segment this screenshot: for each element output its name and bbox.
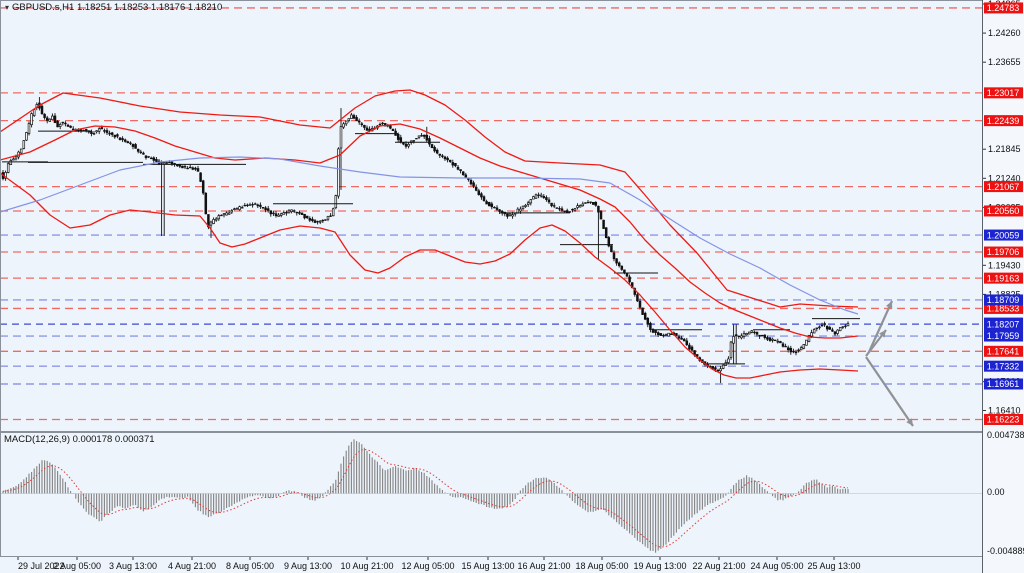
svg-text:1.18207: 1.18207 — [987, 319, 1020, 329]
symbol-marker-icon: ▾ — [5, 3, 10, 12]
time-tick-label: 18 Aug 05:00 — [575, 561, 628, 571]
price-tag-blue: 1.17332 — [984, 360, 1023, 372]
arrow-head-up — [879, 330, 886, 338]
chart-title: GBPUSD.s,H1 1.18251 1.18253 1.18176 1.18… — [12, 2, 223, 13]
forecast-arrows — [865, 300, 914, 427]
time-tick-label: 15 Aug 13:00 — [461, 561, 514, 571]
price-tag-red: 1.20560 — [984, 205, 1023, 217]
svg-text:1.16961: 1.16961 — [987, 379, 1020, 389]
current-price-tag: 1.18207 — [984, 317, 1023, 331]
time-tick-label: 25 Aug 13:00 — [807, 561, 860, 571]
arrow-head-down — [906, 418, 913, 426]
svg-text:1.21067: 1.21067 — [987, 182, 1020, 192]
price-tag-red: 1.22439 — [984, 115, 1023, 127]
price-tag-red: 1.19163 — [984, 272, 1023, 284]
svg-text:1.17332: 1.17332 — [987, 361, 1020, 371]
svg-text:1.20059: 1.20059 — [987, 230, 1020, 240]
svg-text:1.23017: 1.23017 — [987, 88, 1020, 98]
time-tick-label: 9 Aug 13:00 — [284, 561, 332, 571]
price-tick-label: 1.23655 — [988, 57, 1021, 67]
svg-text:1.24783: 1.24783 — [987, 3, 1020, 13]
swing-level-segments — [2, 130, 860, 365]
macd-indicator-label: MACD(12,26,9) 0.000178 0.000371 — [4, 434, 155, 445]
macd-signal-line — [2, 448, 849, 548]
time-tick-label: 2 Aug 05:00 — [53, 561, 101, 571]
time-tick-label: 22 Aug 21:00 — [692, 561, 745, 571]
price-tag-blue: 1.17959 — [984, 330, 1023, 342]
svg-text:1.18533: 1.18533 — [987, 304, 1020, 314]
bollinger-lower-band — [0, 172, 859, 379]
bollinger-middle-band — [0, 123, 859, 339]
time-tick-label: 4 Aug 21:00 — [168, 561, 216, 571]
time-tick-label: 16 Aug 21:00 — [517, 561, 570, 571]
price-tag-red: 1.24783 — [984, 2, 1023, 14]
price-tick-label: 1.24260 — [988, 28, 1021, 38]
time-tick-label: 19 Aug 13:00 — [633, 561, 686, 571]
pane-frames — [0, 0, 983, 573]
price-tag-blue: 1.16961 — [984, 378, 1023, 390]
macd-axis-max: 0.004738 — [987, 430, 1024, 440]
chart-header: ▾ GBPUSD.s,H1 1.18251 1.18253 1.18176 1.1… — [5, 2, 222, 13]
price-tag-red: 1.19706 — [984, 246, 1023, 258]
svg-text:1.19706: 1.19706 — [987, 247, 1020, 257]
svg-text:1.18709: 1.18709 — [987, 295, 1020, 305]
price-tag-red: 1.17641 — [984, 345, 1023, 357]
moving-average-line — [0, 156, 859, 315]
svg-text:1.16223: 1.16223 — [987, 415, 1020, 425]
price-tag-red: 1.18533 — [984, 302, 1023, 314]
bollinger-upper-band — [0, 89, 859, 308]
svg-text:1.19163: 1.19163 — [987, 273, 1020, 283]
svg-text:1.17959: 1.17959 — [987, 331, 1020, 341]
svg-text:1.17641: 1.17641 — [987, 347, 1020, 357]
indicator-curves — [0, 89, 859, 379]
price-axis: 1.248651.242601.236551.218451.212401.206… — [983, 0, 1023, 425]
svg-text:1.20560: 1.20560 — [987, 206, 1020, 216]
price-tick-label: 1.21240 — [988, 173, 1021, 183]
time-tick-label: 8 Aug 05:00 — [226, 561, 274, 571]
macd-histogram — [0, 439, 982, 553]
price-tag-red: 1.21067 — [984, 181, 1023, 193]
arrow-head-up — [886, 301, 893, 309]
price-tick-label: 1.16410 — [988, 405, 1021, 415]
time-tick-label: 29 Jul 2022 — [18, 561, 65, 571]
price-levels — [0, 7, 982, 421]
time-tick-label: 10 Aug 21:00 — [340, 561, 393, 571]
time-tick-label: 3 Aug 13:00 — [109, 561, 157, 571]
macd-axis-min: -0.004889 — [987, 546, 1024, 556]
price-tick-label: 1.21845 — [988, 144, 1021, 154]
time-tick-label: 24 Aug 05:00 — [750, 561, 803, 571]
price-tag-blue: 1.18709 — [984, 294, 1023, 306]
svg-text:1.22439: 1.22439 — [987, 116, 1020, 126]
price-tag-blue: 1.20059 — [984, 229, 1023, 241]
price-tick-label: 1.19430 — [988, 260, 1021, 270]
price-tag-red: 1.23017 — [984, 87, 1023, 99]
price-tick-label: 1.18825 — [988, 289, 1021, 299]
macd-axis-zero: 0.00 — [987, 487, 1005, 497]
time-tick-label: 12 Aug 05:00 — [401, 561, 454, 571]
price-tag-red: 1.16223 — [984, 413, 1023, 425]
